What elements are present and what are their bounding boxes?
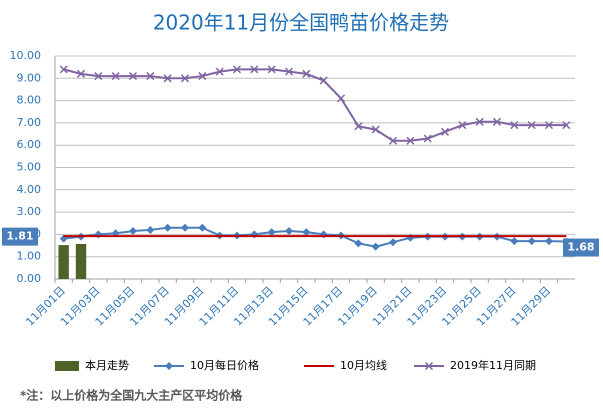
legend-label: 10月每日价格: [190, 358, 259, 372]
point: [94, 72, 103, 81]
y-tick-label: 7.00: [17, 116, 42, 129]
point: [544, 121, 554, 130]
line: [63, 226, 567, 248]
point: [423, 134, 432, 143]
point: [406, 136, 415, 145]
point: [146, 72, 155, 81]
point: [165, 362, 173, 370]
y-tick-label: 1.00: [17, 250, 42, 263]
legend-label: 2019年11月同期: [450, 358, 536, 372]
footnote: *注：以上价格为全国九大主产区平均价格: [20, 388, 243, 403]
point: [128, 72, 138, 81]
point: [527, 121, 536, 130]
y-tick-label: 9.00: [17, 71, 42, 84]
legend-label: 10月均线: [340, 358, 387, 372]
point: [319, 230, 328, 239]
value-label-box: [2, 227, 38, 246]
point: [354, 239, 363, 248]
point: [510, 237, 519, 246]
point: [492, 117, 502, 126]
point: [354, 122, 363, 131]
point: [406, 233, 415, 242]
point: [562, 121, 571, 130]
value-label-box: [563, 238, 599, 257]
point: [388, 136, 398, 145]
y-tick-label: 0.00: [17, 272, 42, 285]
bar: [75, 243, 87, 279]
point: [111, 72, 120, 81]
point: [458, 121, 467, 130]
point: [371, 242, 380, 251]
y-tick-label: 8.00: [17, 94, 42, 107]
value-label: 1.68: [567, 241, 594, 254]
point: [267, 65, 276, 74]
legend-label: 本月走势: [85, 358, 129, 372]
point: [250, 65, 259, 74]
point: [76, 69, 86, 78]
point: [181, 223, 189, 232]
point: [267, 228, 276, 237]
y-tick-label: 5.00: [17, 161, 42, 174]
point: [319, 76, 328, 85]
line: [63, 68, 567, 142]
point: [146, 225, 155, 234]
y-tick-label: 4.00: [17, 183, 42, 196]
legend-swatch: [55, 361, 79, 371]
point: [440, 127, 450, 136]
point: [389, 238, 397, 247]
point: [475, 117, 484, 126]
point: [163, 74, 172, 83]
chart-title: 2020年11月份全国鸭苗价格走势: [153, 11, 449, 35]
point: [285, 227, 293, 236]
point: [129, 227, 137, 236]
point: [302, 69, 311, 78]
point: [424, 361, 434, 371]
point: [180, 74, 190, 83]
point: [284, 67, 294, 76]
point: [215, 67, 224, 76]
y-tick-label: 6.00: [17, 138, 42, 151]
point: [510, 121, 519, 130]
y-tick-label: 10.00: [10, 49, 42, 62]
point: [527, 237, 536, 246]
bar: [58, 245, 69, 279]
point: [59, 65, 68, 74]
value-label: 1.81: [6, 230, 33, 243]
point: [94, 230, 103, 239]
point: [232, 65, 242, 74]
point: [302, 228, 311, 237]
point: [198, 72, 207, 81]
point: [336, 94, 346, 103]
point: [545, 237, 553, 246]
point: [198, 223, 207, 232]
point: [250, 230, 259, 239]
y-tick-label: 3.00: [17, 205, 42, 218]
point: [371, 125, 380, 134]
point: [163, 223, 172, 232]
